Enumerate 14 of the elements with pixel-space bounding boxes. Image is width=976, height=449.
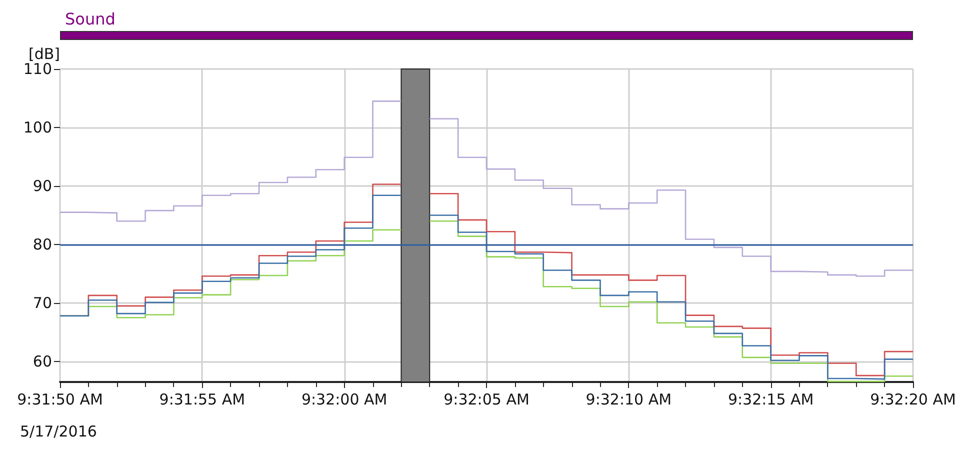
x-tick-label: 9:31:50 AM	[17, 390, 103, 408]
y-tick-label: 90	[32, 177, 52, 196]
y-tick-label: 70	[32, 294, 52, 312]
x-tick-label: 9:32:15 AM	[728, 390, 814, 408]
text: 5/17/2016	[20, 422, 97, 440]
x-tick-label: 9:32:20 AM	[870, 390, 956, 408]
x-tick-label: 9:32:00 AM	[301, 390, 388, 408]
x-tick-label: 9:31:55 AM	[159, 390, 246, 408]
chart-title: Sound	[65, 10, 116, 28]
x-tick-label: 9:32:05 AM	[444, 390, 530, 408]
y-tick-label: 60	[32, 352, 52, 371]
y-tick-label: 100	[23, 118, 52, 137]
x-tick-label: 9:32:10 AM	[586, 390, 672, 408]
y-tick-label: 80	[32, 236, 52, 254]
